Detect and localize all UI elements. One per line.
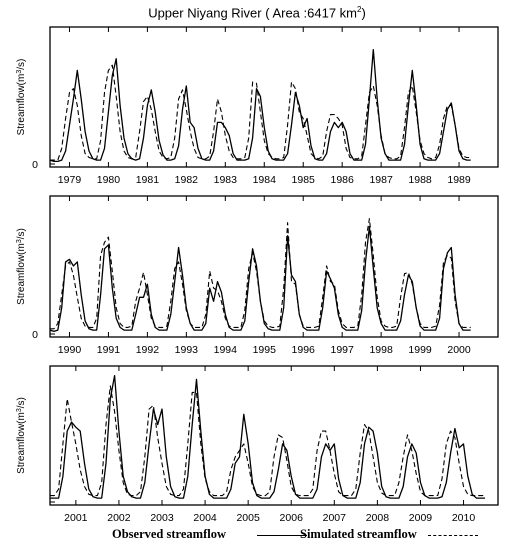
legend-simulated-line xyxy=(428,535,478,536)
x-tick-label: 2000 xyxy=(447,344,471,356)
x-tick-label: 1991 xyxy=(97,344,121,356)
x-tick-label: 2004 xyxy=(193,512,217,524)
title-superscript: 2 xyxy=(357,5,362,14)
x-tick-label: 1982 xyxy=(175,174,199,186)
x-tick-label: 2001 xyxy=(64,512,88,524)
simulated-streamflow-line xyxy=(50,64,471,161)
x-tick-label: 2003 xyxy=(150,512,174,524)
x-tick-label: 1994 xyxy=(214,344,238,356)
x-tick-label: 1980 xyxy=(97,174,121,186)
x-tick-label: 2009 xyxy=(409,512,433,524)
legend-observed-label: Observed streamflow xyxy=(112,527,226,541)
x-tick-label: 1993 xyxy=(175,344,199,356)
chart-title: Upper Niyang River ( Area :6417 km2) xyxy=(0,5,514,20)
x-tick-label: 1986 xyxy=(330,174,354,186)
simulated-streamflow-line xyxy=(50,385,486,497)
x-tick-label: 1985 xyxy=(292,174,316,186)
x-tick-label: 2005 xyxy=(236,512,260,524)
observed-streamflow-line xyxy=(50,374,486,499)
x-tick-label: 2006 xyxy=(280,512,304,524)
x-tick-label: 1998 xyxy=(369,344,393,356)
plot-frame-2 xyxy=(49,195,499,338)
y-axis-label: Streamflow(m3/s) xyxy=(16,228,28,305)
title-end: ) xyxy=(361,5,366,21)
y-axis-label: Streamflow(m3/s) xyxy=(16,397,28,474)
plot-frame-3 xyxy=(49,365,499,506)
x-tick-label: 1992 xyxy=(136,344,160,356)
plot-frame-1 xyxy=(49,26,499,168)
x-tick-label: 1996 xyxy=(292,344,316,356)
legend-observed-line xyxy=(257,535,307,536)
x-tick-label: 2002 xyxy=(107,512,131,524)
x-tick-label: 1989 xyxy=(447,174,471,186)
x-tick-label: 1999 xyxy=(408,344,432,356)
legend-simulated-label: Simulated streamflow xyxy=(300,527,417,541)
x-tick-label: 1983 xyxy=(214,174,238,186)
x-tick-label: 1990 xyxy=(58,344,82,356)
x-tick-label: 2007 xyxy=(323,512,347,524)
x-tick-label: 1979 xyxy=(58,174,82,186)
x-tick-label: 1995 xyxy=(253,344,277,356)
simulated-streamflow-line xyxy=(50,218,471,330)
legend: Observed streamflow Simulated streamflow xyxy=(0,525,514,547)
chart-figure: 1979 1980 1981 1982 1983 1984 1985 1986 1987 1988… xyxy=(16,26,499,524)
x-tick-label: 2008 xyxy=(366,512,390,524)
x-tick-label: 2010 xyxy=(452,512,476,524)
x-tick-label: 1981 xyxy=(136,174,160,186)
x-tick-label: 1984 xyxy=(253,174,277,186)
x-tick-label: 1988 xyxy=(408,174,432,186)
title-text: Upper Niyang River ( Area :6417 km xyxy=(148,5,357,21)
y-tick-label: 0 xyxy=(32,329,38,341)
y-tick-label: 0 xyxy=(32,159,38,171)
observed-streamflow-line xyxy=(49,48,471,163)
y-axis-label: Streamflow(m3/s) xyxy=(16,59,28,136)
x-tick-label: 1997 xyxy=(330,344,354,356)
x-tick-label: 1987 xyxy=(369,174,393,186)
